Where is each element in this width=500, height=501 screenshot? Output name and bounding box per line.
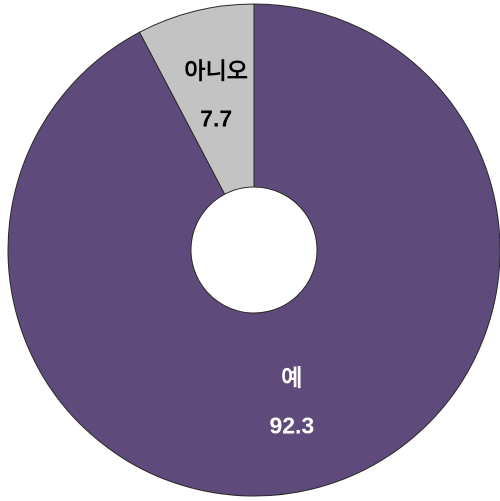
donut-slice	[7, 3, 500, 497]
slice-label: 예	[281, 364, 302, 390]
slice-value: 7.7	[200, 106, 232, 132]
slice-label: 아니오	[184, 58, 247, 84]
slice-value: 92.3	[269, 412, 314, 438]
donut-slice	[138, 3, 255, 195]
